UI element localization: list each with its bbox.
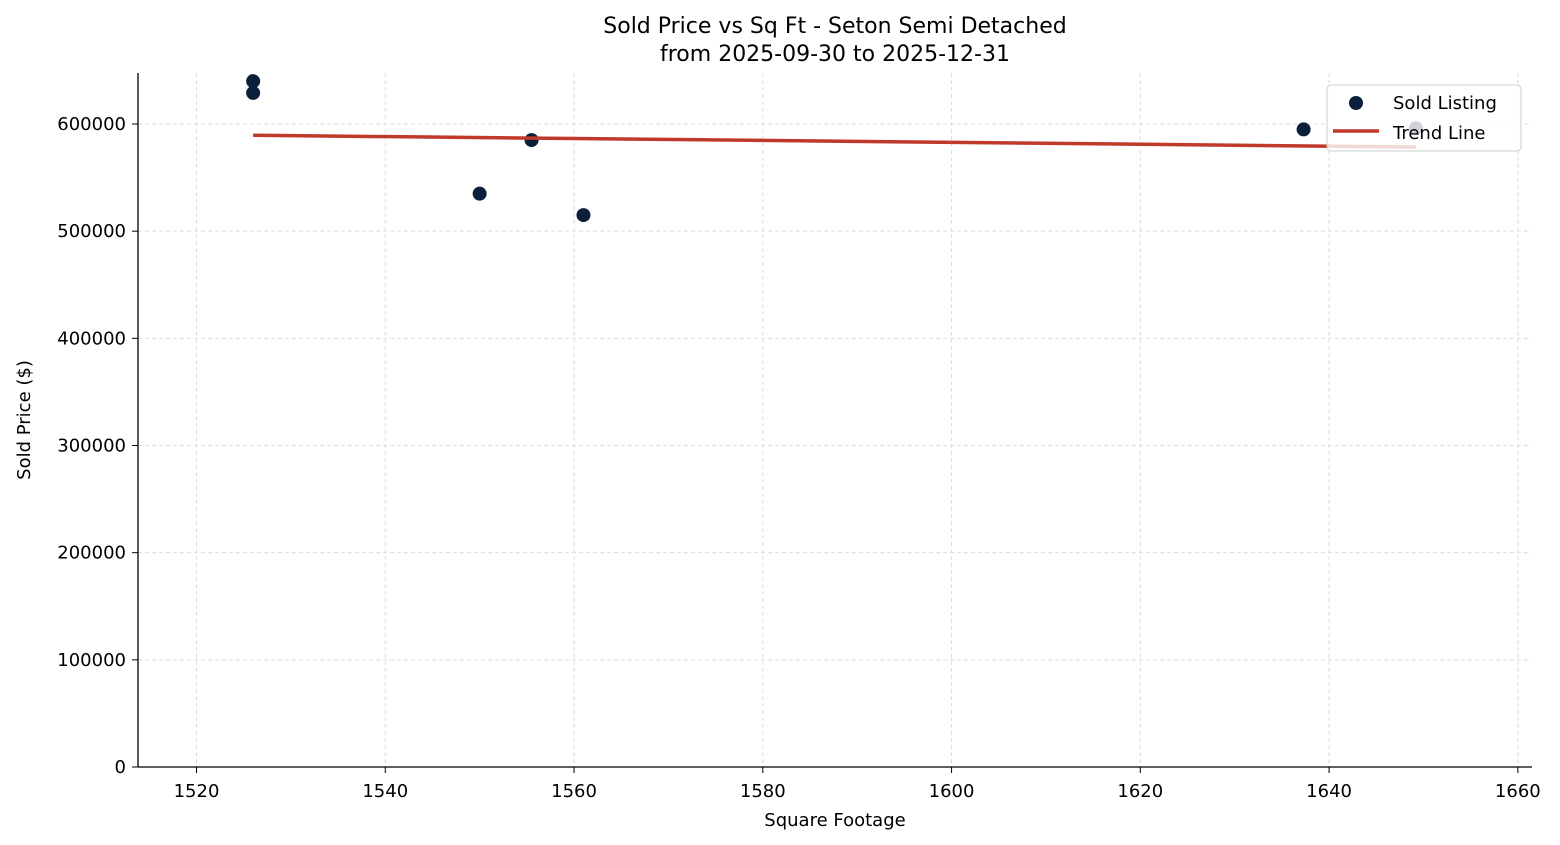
sold-listing-point xyxy=(524,133,539,148)
y-tick-label: 600000 xyxy=(57,114,126,135)
y-axis-label: Sold Price ($) xyxy=(14,360,35,480)
trend-line xyxy=(253,133,1416,149)
y-tick-label: 0 xyxy=(115,757,126,778)
sold-listing-point xyxy=(246,74,261,89)
legend-box xyxy=(1326,84,1522,152)
y-tick-label: 400000 xyxy=(57,328,126,349)
chart-subtitle: from 2025-09-30 to 2025-12-31 xyxy=(660,42,1010,67)
sold-listing-point xyxy=(576,208,591,223)
sold-listing-point xyxy=(472,186,487,201)
legend-label-trend-line: Trend Line xyxy=(1392,123,1486,144)
sold-listing-point xyxy=(1296,122,1311,137)
x-tick-label: 1540 xyxy=(362,781,408,802)
chart-title: Sold Price vs Sq Ft - Seton Semi Detache… xyxy=(603,14,1066,39)
x-tick-label: 1560 xyxy=(551,781,597,802)
ticks: 1520 1540 1560 1580 1600 1620 1640 1660 0 100000 2… xyxy=(57,114,1540,802)
x-tick-label: 1620 xyxy=(1117,781,1163,802)
x-tick-label: 1520 xyxy=(174,781,220,802)
legend: Sold Listing Trend Line xyxy=(1326,84,1522,152)
sold-listing-point xyxy=(246,85,261,100)
x-axis-label: Square Footage xyxy=(764,810,905,831)
legend-marker-sold-listing xyxy=(1349,96,1363,110)
y-tick-label: 500000 xyxy=(57,221,126,242)
x-tick-label: 1640 xyxy=(1306,781,1352,802)
y-tick-label: 200000 xyxy=(57,543,126,564)
marks xyxy=(246,74,1423,223)
y-tick-label: 100000 xyxy=(57,650,126,671)
x-tick-label: 1580 xyxy=(740,781,786,802)
grid xyxy=(138,73,1532,768)
y-tick-label: 300000 xyxy=(57,436,126,457)
x-tick-label: 1600 xyxy=(929,781,975,802)
x-tick-label: 1660 xyxy=(1495,781,1541,802)
legend-label-sold-listing: Sold Listing xyxy=(1393,93,1497,114)
